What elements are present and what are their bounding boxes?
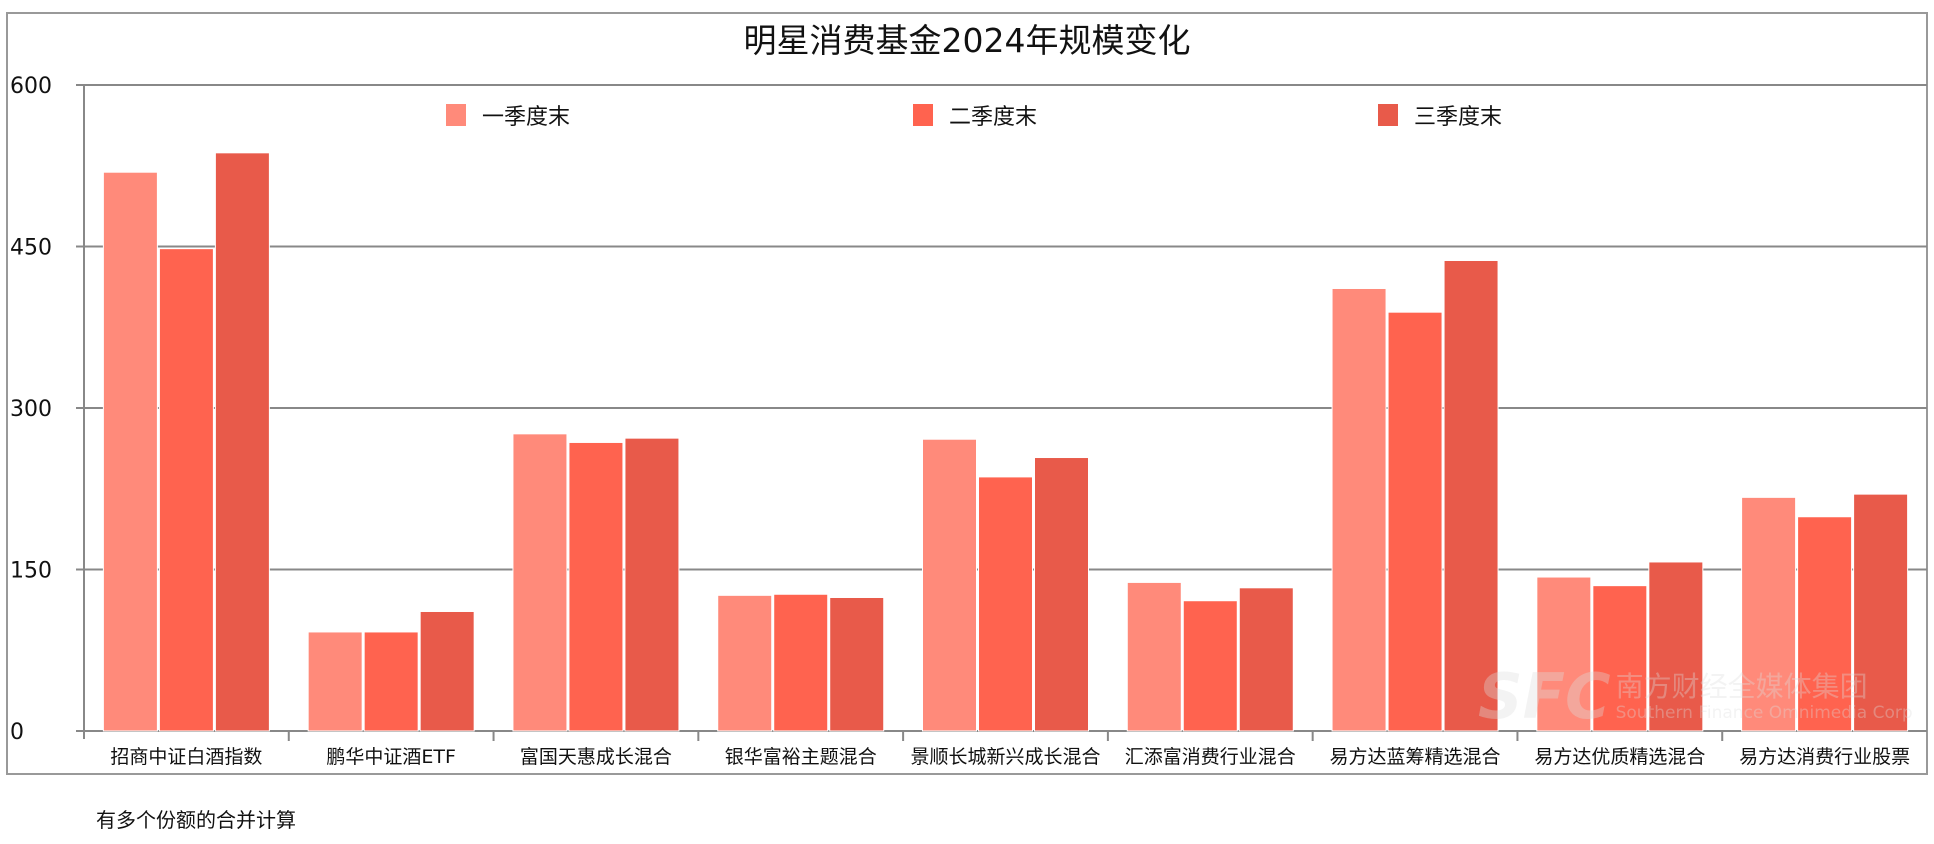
x-tick-label: 易方达蓝筹精选混合 (1330, 746, 1501, 768)
legend-label-2: 二季度末 (949, 105, 1037, 130)
bar-1-5 (922, 438, 977, 732)
bar-3-1 (214, 152, 270, 732)
bar-1-2 (307, 631, 363, 732)
bar-3-2 (419, 610, 475, 732)
bar-3-8 (1648, 561, 1704, 732)
y-tick-label: 0 (10, 720, 24, 745)
y-tick-label: 300 (10, 397, 52, 422)
x-tick-label: 易方达优质精选混合 (1534, 746, 1705, 768)
bar-1-6 (1126, 581, 1182, 732)
x-tick-label: 富国天惠成长混合 (520, 746, 672, 768)
legend-swatch-3 (1378, 104, 1398, 126)
x-tick-label: 银华富裕主题混合 (725, 746, 877, 768)
chart-title: 明星消费基金2024年规模变化 (743, 21, 1191, 60)
bar-2-3 (568, 441, 624, 732)
x-tick-label: 景顺长城新兴成长混合 (910, 746, 1100, 768)
x-tick-label: 易方达消费行业股票 (1739, 746, 1910, 768)
bar-2-7 (1387, 311, 1443, 732)
bar-3-3 (624, 437, 680, 732)
bar-2-9 (1797, 516, 1853, 732)
x-tick-label: 招商中证白酒指数 (110, 746, 262, 768)
bar-1-3 (512, 433, 568, 732)
bar-2-1 (158, 248, 214, 732)
bar-2-4 (773, 593, 829, 732)
y-tick-label: 150 (10, 559, 52, 584)
bar-1-4 (717, 594, 773, 732)
chart-frame (6, 12, 1928, 775)
bar-1-9 (1741, 496, 1797, 732)
bar-1-1 (102, 171, 158, 732)
bar-3-5 (1034, 457, 1089, 732)
legend-label-3: 三季度末 (1414, 105, 1502, 130)
y-tick-label: 600 (10, 74, 52, 99)
x-tick-label: 汇添富消费行业混合 (1125, 746, 1296, 768)
bar-2-6 (1182, 600, 1238, 732)
bar-2-8 (1592, 585, 1648, 732)
bar-1-7 (1331, 287, 1387, 732)
legend-swatch-2 (913, 104, 933, 126)
bar-3-7 (1443, 259, 1499, 732)
bar-2-2 (363, 631, 419, 732)
legend-label-1: 一季度末 (482, 105, 570, 130)
bar-2-5 (978, 476, 1033, 732)
footnote: 有多个份额的合并计算 (96, 808, 296, 832)
bar-1-8 (1536, 576, 1592, 732)
y-tick-label: 450 (10, 236, 52, 261)
x-tick-label: 鹏华中证酒ETF (326, 746, 456, 768)
bar-3-4 (829, 596, 885, 732)
legend-swatch-1 (446, 104, 466, 126)
bar-3-6 (1238, 587, 1294, 732)
bar-3-9 (1853, 493, 1909, 732)
